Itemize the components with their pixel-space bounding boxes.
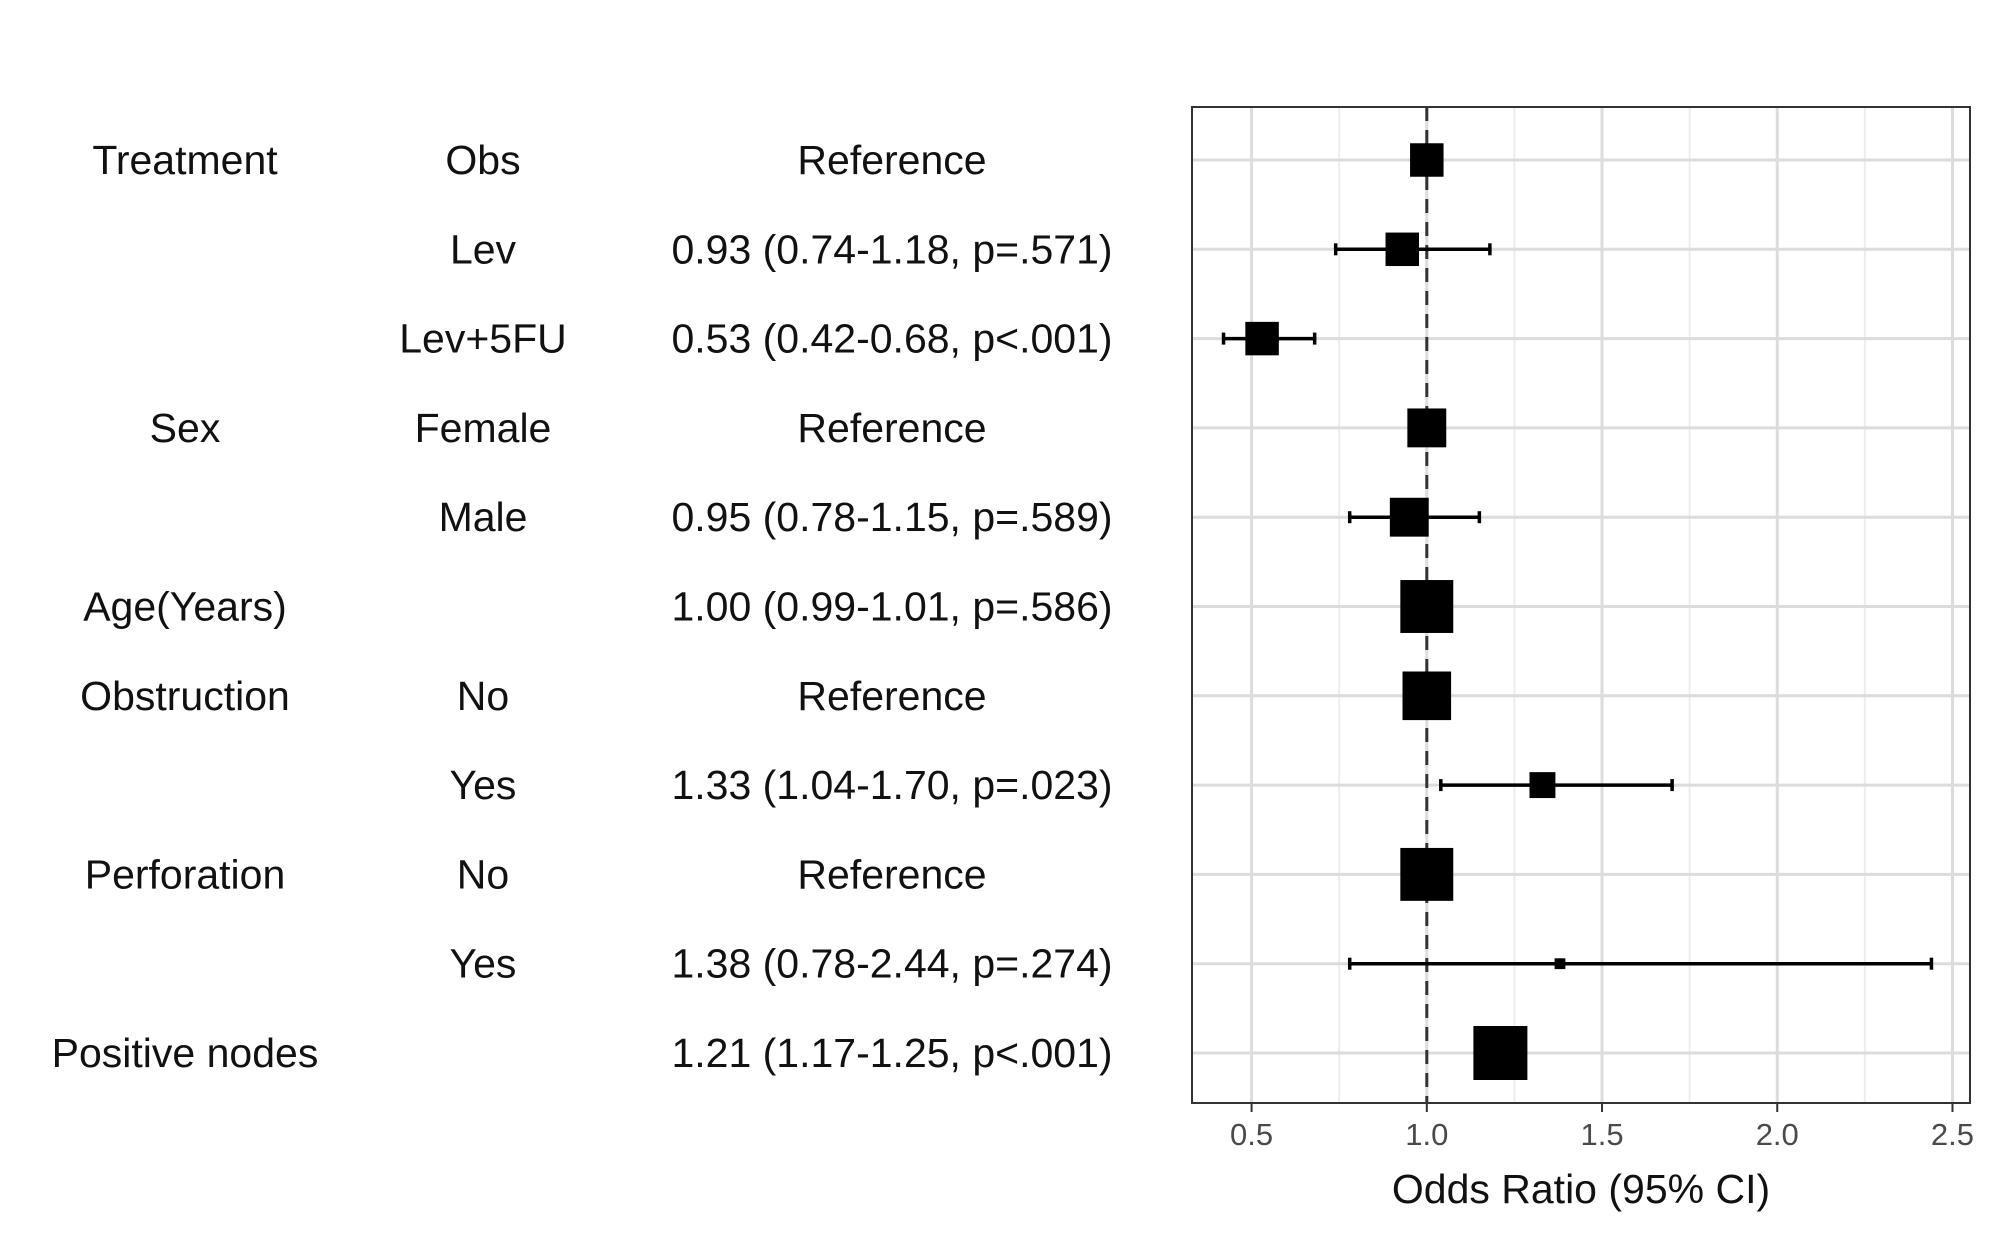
- x-axis: 0.5 1.0 1.5 2.0 2.5: [1230, 1103, 1974, 1152]
- x-axis-title: Odds Ratio (95% CI): [1392, 1166, 1770, 1212]
- x-tick-label: 2.0: [1756, 1117, 1799, 1152]
- variable-label: Perforation: [85, 851, 286, 897]
- point-estimate-square: [1389, 497, 1429, 537]
- estimate-label: 0.53 (0.42-0.68, p<.001): [671, 316, 1112, 362]
- point-estimate-square: [1402, 671, 1452, 721]
- estimate-label: 1.00 (0.99-1.01, p=.586): [671, 584, 1112, 630]
- panel-border: [1191, 106, 1971, 1104]
- x-tick-label: 0.5: [1230, 1117, 1273, 1152]
- level-label: Lev+5FU: [399, 316, 567, 362]
- variable-label: Obstruction: [80, 673, 290, 719]
- level-label: No: [457, 673, 509, 719]
- estimate-label: 0.95 (0.78-1.15, p=.589): [671, 494, 1112, 540]
- level-label: Male: [439, 494, 528, 540]
- estimate-label: Reference: [797, 405, 986, 451]
- plot-panel: [1191, 106, 1971, 1104]
- estimate-label: Reference: [797, 137, 986, 183]
- marks: [1221, 143, 1934, 1080]
- level-label: Obs: [445, 137, 520, 183]
- point-estimate-square: [1385, 232, 1420, 267]
- point-estimate-square: [1407, 408, 1447, 448]
- level-label: Yes: [450, 762, 517, 808]
- estimate-label: Reference: [797, 673, 986, 719]
- x-tick-label: 1.5: [1580, 1117, 1623, 1152]
- point-estimate-square: [1245, 321, 1279, 356]
- estimate-label: Reference: [797, 851, 986, 897]
- level-label: Lev: [450, 226, 517, 272]
- estimate-label: 1.38 (0.78-2.44, p=.274): [671, 941, 1112, 987]
- level-label: No: [457, 851, 509, 897]
- level-label: Female: [415, 405, 552, 451]
- variable-label: Age(Years): [83, 584, 287, 630]
- row-labels: Treatment Obs Reference Lev 0.93 (0.74-1.18,…: [52, 137, 1113, 1076]
- estimate-label: 1.33 (1.04-1.70, p=.023): [671, 762, 1112, 808]
- point-estimate-square: [1529, 772, 1556, 799]
- estimate-label: 1.21 (1.17-1.25, p<.001): [671, 1030, 1112, 1076]
- variable-label: Sex: [150, 405, 221, 451]
- variable-label: Positive nodes: [52, 1030, 319, 1076]
- x-tick-label: 2.5: [1931, 1117, 1974, 1152]
- point-estimate-square: [1410, 143, 1444, 177]
- x-tick-label: 1.0: [1405, 1117, 1448, 1152]
- estimate-label: 0.93 (0.74-1.18, p=.571): [671, 226, 1112, 272]
- point-estimate-square: [1473, 1026, 1528, 1080]
- variable-label: Treatment: [92, 137, 278, 183]
- point-estimate-square: [1554, 958, 1566, 970]
- point-estimate-square: [1400, 580, 1454, 633]
- level-label: Yes: [450, 941, 517, 987]
- point-estimate-square: [1400, 847, 1454, 901]
